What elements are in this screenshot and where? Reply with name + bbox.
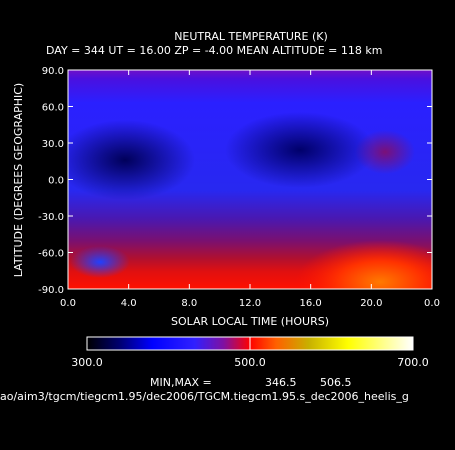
colorbar-label-min: 300.0 <box>71 356 103 369</box>
minmax-label: MIN,MAX = <box>150 376 212 389</box>
y-axis-label: LATITUDE (DEGREES GEOGRAPHIC) <box>12 83 25 277</box>
min-value: 346.5 <box>265 376 297 389</box>
x-axis-label: SOLAR LOCAL TIME (HOURS) <box>171 315 329 328</box>
chart-subtitle: DAY = 344 UT = 16.00 ZP = -4.00 MEAN ALT… <box>46 44 382 57</box>
x-tick-label: 8.0 <box>181 298 197 309</box>
x-axis: 0.0 4.0 8.0 12.0 16.0 20.0 0.0 <box>60 70 440 309</box>
y-tick-label: 30.0 <box>42 139 64 150</box>
max-value: 506.5 <box>320 376 352 389</box>
y-tick-label: -90.0 <box>38 285 64 296</box>
y-tick-label: -30.0 <box>38 212 64 223</box>
y-tick-label: -60.0 <box>38 249 64 260</box>
y-tick-label: 90.0 <box>42 66 64 77</box>
x-tick-label: 16.0 <box>300 298 322 309</box>
y-axis: 90.0 60.0 30.0 0.0 -30.0 -60.0 -90.0 <box>38 66 432 296</box>
y-tick-label: 60.0 <box>42 103 64 114</box>
x-tick-label: 0.0 <box>60 298 76 309</box>
chart-title: NEUTRAL TEMPERATURE (K) <box>174 30 328 43</box>
x-tick-label: 20.0 <box>360 298 382 309</box>
y-tick-label: 0.0 <box>48 176 64 187</box>
file-path: ao/aim3/tgcm/tiegcm1.95/dec2006/TGCM.tie… <box>0 390 409 403</box>
heatmap-field <box>68 70 432 289</box>
colorbar-label-mid: 500.0 <box>234 356 266 369</box>
x-tick-label: 0.0 <box>424 298 440 309</box>
x-tick-label: 4.0 <box>121 298 137 309</box>
x-tick-label: 12.0 <box>239 298 261 309</box>
colorbar-label-max: 700.0 <box>397 356 429 369</box>
